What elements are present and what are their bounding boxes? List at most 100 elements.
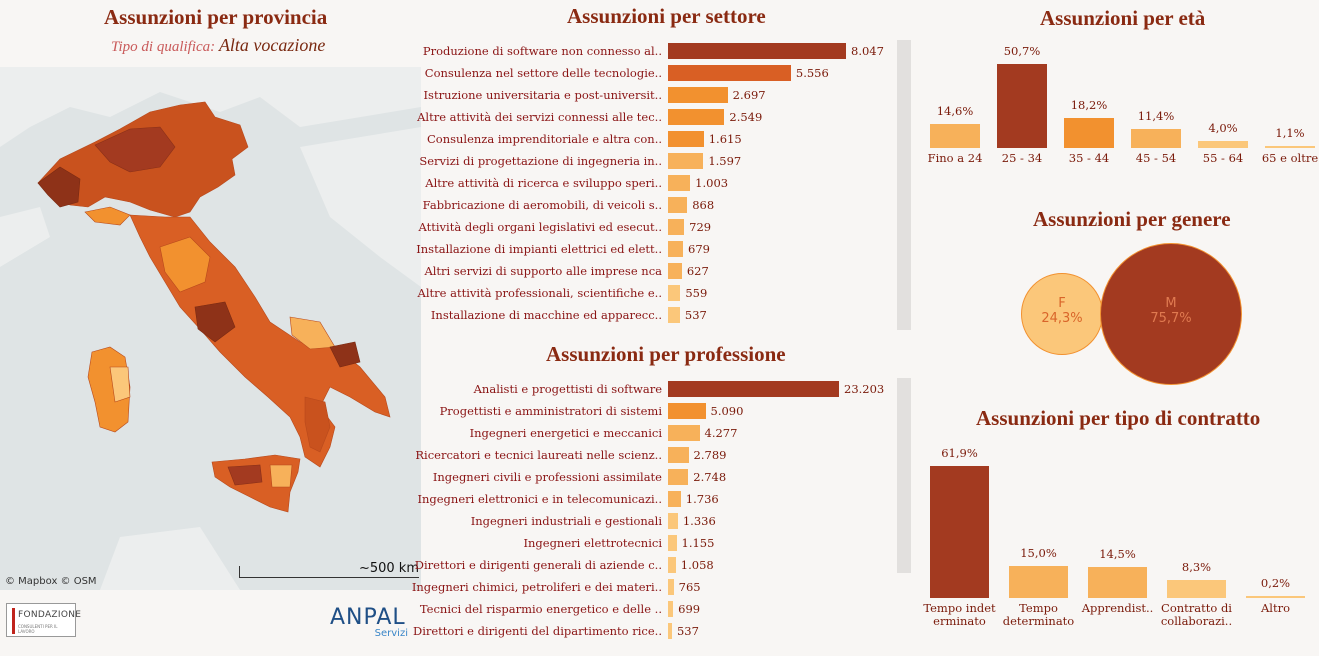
contract-bar[interactable]	[1246, 596, 1305, 598]
profession-bar[interactable]	[668, 381, 839, 397]
gender-f-label: F	[1058, 296, 1066, 311]
profession-value: 1.336	[682, 514, 716, 528]
sector-bar[interactable]	[668, 219, 685, 235]
sector-row[interactable]: Altre attività professionali, scientific…	[0, 282, 911, 304]
profession-row[interactable]: Direttori e dirigenti del dipartimento r…	[0, 620, 911, 642]
profession-bar[interactable]	[668, 579, 674, 595]
contract-bar[interactable]	[1088, 567, 1147, 598]
age-column[interactable]: 11,4% 45 - 54	[1131, 109, 1181, 164]
italy-northwest-province	[37, 166, 81, 208]
contract-chart[interactable]: 61,9% Tempo indet erminato 15,0% Tempo dete…	[923, 440, 1315, 628]
sector-row[interactable]: Produzione di software non connesso al..…	[0, 40, 911, 62]
sector-bar[interactable]	[668, 43, 846, 59]
contract-category: Altro	[1260, 601, 1291, 615]
profession-bar[interactable]	[668, 513, 678, 529]
contract-column[interactable]: 15,0% Tempo determinato	[1003, 546, 1074, 627]
sector-bar[interactable]	[668, 87, 728, 103]
age-category: 65 e oltre	[1261, 151, 1319, 165]
profession-row[interactable]: Tecnici del risparmio energetico e delle…	[0, 598, 911, 620]
contract-bar[interactable]	[1167, 580, 1226, 598]
contract-bar[interactable]	[930, 466, 989, 598]
profession-scrollbar[interactable]	[897, 378, 911, 573]
profession-row[interactable]: Analisti e progettisti di software 23.203	[0, 378, 911, 400]
sector-row[interactable]: Consulenza nel settore delle tecnologie.…	[0, 62, 911, 84]
age-bar[interactable]	[997, 64, 1047, 148]
contract-category: Contratto di collaborazi..	[1160, 600, 1233, 628]
sector-row[interactable]: Consulenza imprenditoriale e altra con..…	[0, 128, 911, 150]
italy-north-dark-provinces	[94, 126, 176, 173]
contract-column[interactable]: 61,9% Tempo indet erminato	[923, 446, 995, 628]
age-bar[interactable]	[1131, 129, 1181, 148]
sector-chart[interactable]: Produzione di software non connesso al..…	[0, 40, 911, 330]
profession-bar[interactable]	[668, 447, 689, 463]
profession-chart[interactable]: Analisti e progettisti di software 23.203…	[0, 378, 911, 640]
age-bar[interactable]	[1064, 117, 1114, 148]
profession-bar[interactable]	[668, 623, 672, 639]
sector-row[interactable]: Altri servizi di supporto alle imprese n…	[0, 260, 911, 282]
gender-bubble-f[interactable]: F 24,3%	[1021, 273, 1103, 355]
gender-bubble-m[interactable]: M 75,7%	[1100, 243, 1242, 385]
profession-row[interactable]: Direttori e dirigenti generali di aziend…	[0, 554, 911, 576]
profession-bar[interactable]	[668, 491, 681, 507]
profession-bar[interactable]	[668, 557, 676, 573]
sector-row[interactable]: Attività degli organi legislativi ed ese…	[0, 216, 911, 238]
age-column[interactable]: 14,6% Fino a 24	[928, 104, 983, 165]
sector-bar[interactable]	[668, 131, 704, 147]
sector-bar[interactable]	[668, 109, 725, 125]
sector-bar[interactable]	[668, 153, 704, 169]
age-bar[interactable]	[1198, 141, 1248, 148]
sector-label: Installazione di impianti elettrici ed e…	[416, 242, 662, 256]
sector-bar[interactable]	[668, 263, 682, 279]
land-background-west	[0, 207, 50, 267]
profession-row[interactable]: Ingegneri civili e professioni assimilat…	[0, 466, 911, 488]
contract-value: 14,5%	[1099, 547, 1136, 562]
profession-label: Direttori e dirigenti del dipartimento r…	[412, 624, 662, 638]
sector-row[interactable]: Installazione di impianti elettrici ed e…	[0, 238, 911, 260]
sector-label: Altri servizi di supporto alle imprese n…	[424, 264, 662, 278]
age-column[interactable]: 18,2% 35 - 44	[1064, 98, 1114, 164]
province-map[interactable]: © Mapbox © OSM ~500 km	[0, 67, 421, 590]
sector-bar[interactable]	[668, 285, 681, 301]
contract-column[interactable]: 8,3% Contratto di collaborazi..	[1161, 560, 1232, 627]
age-chart[interactable]: 14,6% Fino a 24 50,7% 25 - 34 18,2% 35 - 44 11…	[928, 40, 1319, 165]
sector-bar[interactable]	[668, 65, 791, 81]
qualification-filter[interactable]: Tipo di qualifica: Alta vocazione	[111, 35, 325, 56]
sector-scrollbar[interactable]	[897, 40, 911, 330]
age-column[interactable]: 50,7% 25 - 34	[997, 44, 1047, 165]
contract-bar[interactable]	[1009, 566, 1068, 598]
sector-bar[interactable]	[668, 307, 680, 323]
contract-column[interactable]: 14,5% Apprendist..	[1082, 547, 1154, 614]
sector-row[interactable]: Altre attività dei servizi connessi alle…	[0, 106, 911, 128]
age-column[interactable]: 1,1% 65 e oltre	[1262, 126, 1318, 165]
sector-row[interactable]: Fabbricazione di aeromobili, di veicoli …	[0, 194, 911, 216]
profession-bar[interactable]	[668, 403, 706, 419]
profession-row[interactable]: Ingegneri energetici e meccanici 4.277	[0, 422, 911, 444]
profession-label: Ingegneri elettrotecnici	[523, 536, 662, 550]
profession-bar[interactable]	[668, 535, 677, 551]
profession-row[interactable]: Progettisti e amministratori di sistemi 5…	[0, 400, 911, 422]
map-attribution[interactable]: © Mapbox © OSM	[5, 576, 97, 587]
sector-row[interactable]: Installazione di macchine ed apparecc.. 5…	[0, 304, 911, 326]
profession-bar[interactable]	[668, 601, 674, 617]
contract-value: 61,9%	[941, 446, 978, 460]
sector-bar[interactable]	[668, 197, 688, 213]
sector-row[interactable]: Servizi di progettazione di ingegneria i…	[0, 150, 911, 172]
age-bar[interactable]	[1265, 146, 1315, 148]
age-bar[interactable]	[930, 123, 980, 148]
anpal-logo-sub: Servizi	[374, 628, 408, 639]
land-background-africa	[100, 527, 240, 590]
age-column[interactable]: 4,0% 55 - 64	[1198, 121, 1248, 164]
profession-row[interactable]: Ingegneri chimici, petroliferi e dei mat…	[0, 576, 911, 598]
profession-row[interactable]: Ricercatori e tecnici laureati nelle sci…	[0, 444, 911, 466]
profession-row[interactable]: Ingegneri elettrotecnici 1.155	[0, 532, 911, 554]
sector-bar[interactable]	[668, 175, 691, 191]
sector-bar[interactable]	[668, 241, 684, 257]
sector-row[interactable]: Altre attività di ricerca e sviluppo spe…	[0, 172, 911, 194]
profession-row[interactable]: Ingegneri elettronici e in telecomunicaz…	[0, 488, 911, 510]
contract-column[interactable]: 0,2% Altro	[1246, 576, 1305, 615]
profession-bar[interactable]	[668, 469, 689, 485]
sector-row[interactable]: Istruzione universitaria e post-universi…	[0, 84, 911, 106]
profession-row[interactable]: Ingegneri industriali e gestionali 1.336	[0, 510, 911, 532]
sector-value: 5.556	[795, 66, 829, 80]
profession-bar[interactable]	[668, 425, 700, 441]
